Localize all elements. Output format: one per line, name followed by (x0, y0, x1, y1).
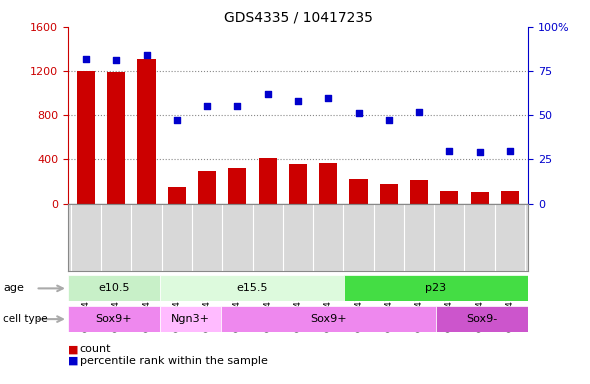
Bar (160, 306, 221, 332)
Bar (228, 168, 247, 204)
Point (323, 94, 333, 101)
Bar (221, 306, 436, 332)
Bar (68, 275, 160, 301)
Bar (410, 180, 428, 204)
Bar (137, 59, 156, 204)
Text: ■: ■ (68, 344, 78, 354)
Text: Sox9-: Sox9- (467, 314, 497, 324)
Text: e15.5: e15.5 (236, 283, 268, 293)
Point (414, 109, 424, 115)
Point (172, 118, 182, 124)
Text: ■: ■ (68, 356, 78, 366)
Bar (440, 191, 458, 204)
Bar (160, 275, 344, 301)
Text: e10.5: e10.5 (98, 283, 130, 293)
Text: Ngn3+: Ngn3+ (171, 314, 210, 324)
Text: cell type: cell type (3, 314, 48, 324)
Bar (198, 171, 216, 204)
Point (475, 149, 484, 156)
Point (81, 56, 91, 62)
Text: percentile rank within the sample: percentile rank within the sample (80, 356, 267, 366)
Bar (289, 164, 307, 204)
Bar (107, 72, 125, 204)
Bar (319, 163, 337, 204)
Bar (380, 184, 398, 204)
Text: count: count (80, 344, 111, 354)
Point (384, 118, 394, 124)
Point (112, 57, 121, 63)
Bar (344, 275, 528, 301)
Bar (349, 179, 368, 204)
Bar (501, 191, 519, 204)
Point (505, 147, 514, 154)
Title: GDS4335 / 10417235: GDS4335 / 10417235 (224, 10, 372, 24)
Point (202, 103, 212, 109)
Point (263, 91, 273, 97)
Bar (470, 192, 489, 204)
Point (445, 147, 454, 154)
Text: Sox9+: Sox9+ (310, 314, 347, 324)
Bar (258, 158, 277, 204)
Bar (436, 306, 528, 332)
Text: age: age (3, 283, 24, 293)
Point (232, 103, 242, 109)
Point (354, 110, 363, 116)
Point (142, 52, 151, 58)
Bar (168, 187, 186, 204)
Text: Sox9+: Sox9+ (96, 314, 132, 324)
Bar (68, 306, 160, 332)
Text: p23: p23 (425, 283, 447, 293)
Bar (77, 71, 95, 204)
Point (293, 98, 303, 104)
